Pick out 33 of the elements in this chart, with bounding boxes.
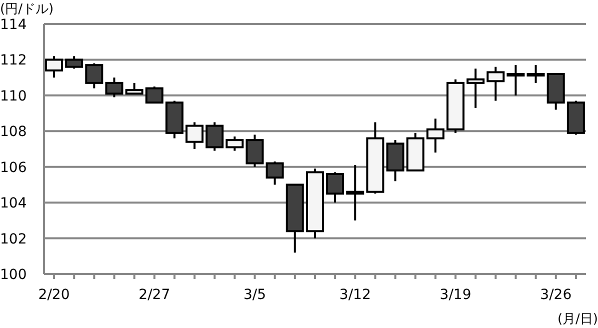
candlestick — [506, 64, 525, 96]
candlestick — [65, 55, 84, 70]
candlestick — [85, 62, 104, 90]
candlestick — [226, 136, 244, 152]
candlestick — [526, 64, 545, 84]
x-tick-label: 2/27 — [138, 286, 170, 303]
y-axis-title: (円/ドル) — [0, 1, 54, 18]
x-tick-label: 3/26 — [540, 286, 572, 303]
y-tick-label: 110 — [0, 88, 27, 104]
x-tick-label: 3/19 — [440, 286, 472, 303]
y-tick-label: 114 — [0, 16, 27, 33]
candlestick — [145, 86, 164, 104]
x-tick-label: 2/20 — [38, 286, 70, 303]
candlestick — [125, 82, 144, 95]
candlestick — [466, 68, 485, 109]
y-tick-label: 108 — [0, 124, 27, 140]
x-tick-label: 3/5 — [244, 286, 266, 303]
candlestick — [346, 164, 364, 222]
candlestick — [486, 66, 505, 102]
y-tick-label: 100 — [0, 266, 27, 283]
candlestick — [426, 118, 444, 154]
x-tick-label: 3/12 — [339, 286, 371, 303]
y-tick-label: 102 — [0, 231, 27, 248]
candlestick — [266, 160, 284, 186]
candlestick — [326, 171, 344, 204]
x-axis-title: (月/日) — [557, 311, 598, 328]
candlestick — [246, 134, 264, 168]
y-tick-label: 106 — [0, 160, 27, 176]
candlestick — [186, 121, 204, 150]
candlestick — [45, 55, 63, 79]
candlestick — [105, 76, 124, 98]
y-tick-label: 104 — [0, 196, 27, 212]
y-tick-label: 112 — [0, 52, 27, 69]
